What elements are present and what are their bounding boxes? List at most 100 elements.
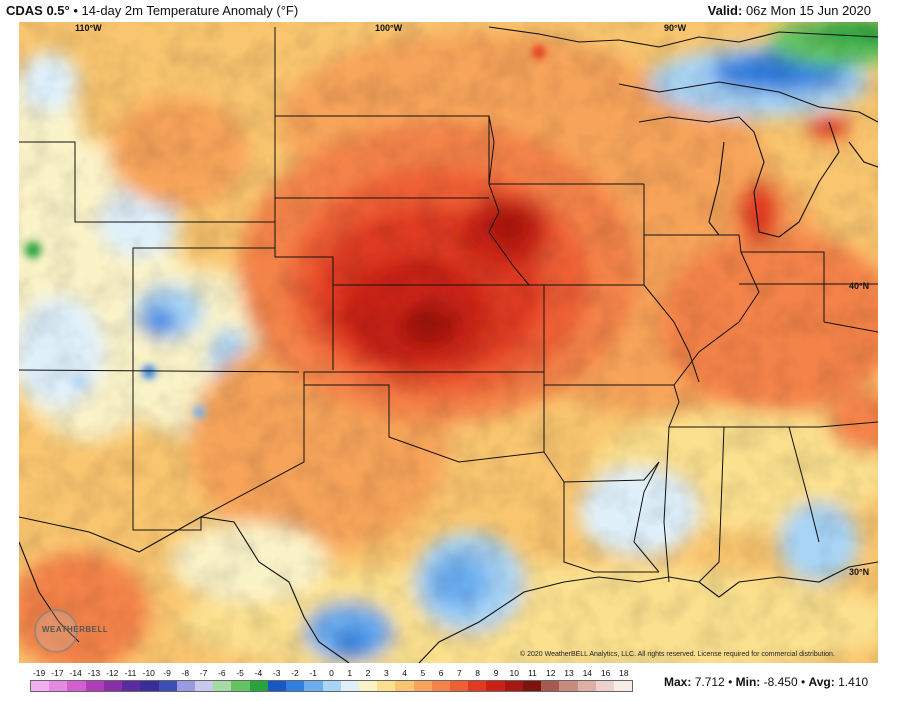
legend-color-cell <box>249 681 268 691</box>
legend-color-cell <box>450 681 469 691</box>
avg-value: 1.410 <box>838 675 869 689</box>
legend-color-cell <box>486 681 505 691</box>
legend-tick-label: -8 <box>181 668 190 678</box>
legend-color-cell <box>595 681 614 691</box>
legend-tick-label: -3 <box>272 668 281 678</box>
valid-time: Valid: 06z Mon 15 Jun 2020 <box>708 3 871 18</box>
legend-tick-label: 10 <box>509 668 519 678</box>
legend-ticks: -19 -17 -14 -13 -12 -11 -10 -9 -8 -7 -6 -5 -4 -3 -2 -1 0… <box>30 668 633 679</box>
legend-color-cell <box>304 681 323 691</box>
color-legend: -19 -17 -14 -13 -12 -11 -10 -9 -8 -7 -6 -5 -4 -3 -2 -1 0… <box>30 668 633 693</box>
legend-tick-label: 16 <box>600 668 611 678</box>
legend-color-cell <box>194 681 214 691</box>
lon-label-90w: 90°W <box>664 23 687 33</box>
legend-tick-label: 11 <box>528 668 537 678</box>
legend-tick-label: -6 <box>218 668 226 678</box>
legend-color-cell <box>158 681 177 691</box>
legend-colorbar <box>30 680 633 692</box>
legend-tick-label: 6 <box>438 668 444 678</box>
legend-tick-label: 0 <box>329 668 334 678</box>
legend-color-cell <box>395 681 414 691</box>
field-texture <box>19 22 878 663</box>
legend-tick-label: -17 <box>51 668 64 678</box>
legend-tick-label: 14 <box>582 668 593 678</box>
small-anomaly-spots <box>25 45 546 418</box>
legend-color-cell <box>67 681 86 691</box>
state-boundaries <box>19 27 878 583</box>
legend-color-cell <box>431 681 451 691</box>
legend-tick-label: -19 <box>32 668 46 678</box>
legend-tick-label: 5 <box>420 668 426 678</box>
legend-tick-label: -7 <box>199 668 208 678</box>
legend-tick-label: -11 <box>124 668 137 678</box>
legend-tick-label: 1 <box>347 668 353 678</box>
legend-tick-label: -12 <box>106 668 119 678</box>
lon-label-100w: 100°W <box>375 23 403 33</box>
legend-tick-label: -5 <box>236 668 244 678</box>
legend-color-cell <box>541 681 560 691</box>
weatherbell-logo: WEATHERBELL <box>34 609 108 653</box>
avg-label: Avg: <box>808 675 835 689</box>
legend-color-cell <box>176 681 195 691</box>
legend-tick-label: -14 <box>69 668 82 678</box>
legend-tick-label: 13 <box>564 668 574 678</box>
max-value: 7.712 <box>694 675 725 689</box>
map-header: CDAS 0.5° • 14-day 2m Temperature Anomal… <box>0 0 899 22</box>
legend-tick-label: -4 <box>254 668 263 678</box>
legend-color-cell <box>231 681 250 691</box>
legend-color-cell <box>504 681 523 691</box>
legend-color-cell <box>140 681 159 691</box>
legend-tick-label: -1 <box>309 668 317 678</box>
legend-tick-label: 7 <box>457 668 462 678</box>
legend-color-cell <box>522 681 542 691</box>
legend-color-cell <box>468 681 487 691</box>
min-label: Min: <box>735 675 761 689</box>
title-separator: • <box>73 3 78 18</box>
legend-tick-label: 9 <box>493 668 499 678</box>
legend-color-cell <box>122 681 141 691</box>
legend-color-cell <box>286 681 305 691</box>
valid-label: Valid: <box>707 3 743 18</box>
legend-tick-label: -10 <box>142 668 155 678</box>
anomaly-map[interactable]: 110°W 100°W 90°W 40°N 30°N <box>19 22 878 663</box>
field-stats: Max: 7.712 • Min: -8.450 • Avg: 1.410 <box>664 675 868 689</box>
legend-color-cell <box>49 681 68 691</box>
legend-color-cell <box>377 681 396 691</box>
legend-color-cell <box>559 681 578 691</box>
coastlines <box>19 26 878 663</box>
legend-tick-label: 3 <box>383 668 389 678</box>
lat-label-30n: 30°N <box>849 567 870 577</box>
legend-tick-label: 12 <box>546 668 556 678</box>
lat-label-40n: 40°N <box>849 281 870 291</box>
legend-tick-label: -9 <box>163 668 171 678</box>
legend-color-cell <box>577 681 596 691</box>
legend-color-cell <box>358 681 378 691</box>
stats-sep-2: • <box>800 675 806 689</box>
min-value: -8.450 <box>763 675 798 689</box>
logo-text: WEATHERBELL <box>42 625 109 634</box>
max-label: Max: <box>664 675 692 689</box>
valid-value: 06z Mon 15 Jun 2020 <box>745 3 871 18</box>
legend-color-cell <box>85 681 104 691</box>
legend-tick-label: -2 <box>291 668 299 678</box>
legend-tick-label: 18 <box>619 668 629 678</box>
legend-tick-label: 4 <box>402 668 407 678</box>
legend-color-cell <box>614 681 633 691</box>
legend-color-cell <box>322 681 341 691</box>
map-canvas <box>19 22 878 663</box>
legend-tick-label: 8 <box>475 668 481 678</box>
stats-sep-1: • <box>728 675 733 689</box>
legend-color-cell <box>213 681 232 691</box>
product-name: 14-day 2m Temperature Anomaly (°F) <box>81 3 299 18</box>
copyright-notice: © 2020 WeatherBELL Analytics, LLC. All r… <box>520 651 835 658</box>
map-title: CDAS 0.5° • 14-day 2m Temperature Anomal… <box>6 3 298 18</box>
legend-color-cell <box>267 681 287 691</box>
legend-tick-label: -13 <box>87 668 101 678</box>
legend-color-cell <box>31 681 50 691</box>
legend-color-cell <box>340 681 359 691</box>
model-name: CDAS 0.5° <box>6 3 70 18</box>
lon-label-110w: 110°W <box>75 23 102 33</box>
legend-color-cell <box>413 681 432 691</box>
legend-tick-label: 2 <box>365 668 371 678</box>
legend-color-cell <box>103 681 123 691</box>
